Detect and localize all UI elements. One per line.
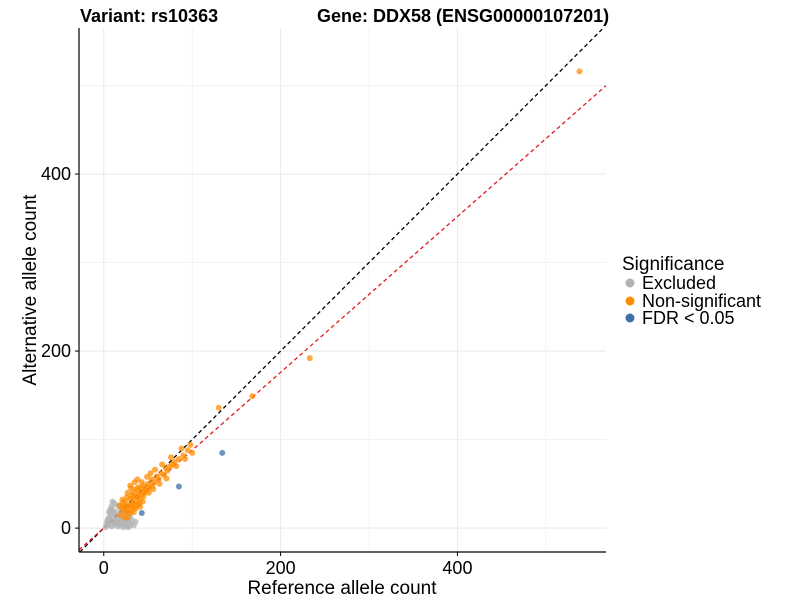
point-non-significant <box>159 461 166 468</box>
point-non-significant <box>175 456 182 463</box>
point-excluded <box>132 518 139 525</box>
point-non-significant <box>133 493 140 500</box>
point-excluded <box>105 516 112 523</box>
x-tick-label: 400 <box>442 558 472 578</box>
point-non-significant <box>187 441 194 448</box>
y-tick-label: 0 <box>61 518 71 538</box>
legend-swatch-non-significant <box>625 296 635 306</box>
point-non-significant <box>182 456 189 463</box>
point-non-significant <box>167 454 174 461</box>
y-axis-label: Alternative allele count <box>20 194 41 386</box>
point-excluded <box>125 524 132 531</box>
point-non-significant <box>123 507 130 514</box>
data-points <box>102 68 583 531</box>
point-non-significant <box>119 496 126 503</box>
point-non-significant <box>163 475 170 482</box>
grid-layer <box>79 28 606 552</box>
legend-label-excluded: Excluded <box>642 273 716 293</box>
legend-title: Significance <box>622 254 724 275</box>
x-tick-label: 200 <box>266 558 296 578</box>
reference-line-identity <box>79 27 604 553</box>
point-non-significant <box>145 489 152 496</box>
point-non-significant <box>117 511 124 518</box>
chart-title-gene: Gene: DDX58 (ENSG00000107201) <box>317 6 609 26</box>
y-tick-label: 200 <box>41 341 71 361</box>
point-non-significant <box>121 514 128 521</box>
point-non-significant <box>178 445 185 452</box>
point-non-significant <box>306 355 313 362</box>
point-non-significant <box>152 466 159 473</box>
legend: Significance Excluded Non-significant FD… <box>622 254 761 328</box>
point-non-significant <box>164 467 171 474</box>
point-non-significant <box>189 449 196 456</box>
legend-label-non-significant: Non-significant <box>642 291 761 311</box>
chart-title-variant: Variant: rs10363 <box>80 6 218 26</box>
point-non-significant <box>150 486 157 493</box>
x-tick-label: 0 <box>99 558 109 578</box>
point-non-significant <box>576 68 583 75</box>
point-non-significant <box>151 479 158 486</box>
point-non-significant <box>134 476 141 483</box>
point-excluded <box>108 502 115 509</box>
point-non-significant <box>249 393 256 400</box>
point-non-significant <box>138 479 145 486</box>
x-axis-label: Reference allele count <box>247 578 437 599</box>
point-fdr-0-05 <box>219 449 226 456</box>
axes <box>78 28 606 553</box>
point-non-significant <box>124 489 131 496</box>
point-non-significant <box>137 503 144 510</box>
reference-line-fit <box>78 85 607 551</box>
point-non-significant <box>129 502 136 509</box>
point-fdr-0-05 <box>138 510 145 517</box>
point-non-significant <box>147 470 154 477</box>
tick-labels: 0 200 400 0 200 400 <box>41 164 473 578</box>
point-non-significant <box>184 447 191 454</box>
reference-lines <box>78 27 607 553</box>
point-non-significant <box>215 404 222 411</box>
point-excluded <box>112 519 119 526</box>
point-fdr-0-05 <box>175 483 182 490</box>
point-excluded <box>110 510 117 517</box>
y-tick-label: 400 <box>41 164 71 184</box>
legend-label-fdr: FDR < 0.05 <box>642 308 735 328</box>
point-non-significant <box>130 509 137 516</box>
point-non-significant <box>135 484 142 491</box>
point-non-significant <box>127 482 134 489</box>
legend-swatch-excluded <box>625 278 635 288</box>
legend-swatch-fdr <box>625 313 635 323</box>
point-non-significant <box>173 463 180 470</box>
point-non-significant <box>140 493 147 500</box>
point-non-significant <box>156 480 163 487</box>
